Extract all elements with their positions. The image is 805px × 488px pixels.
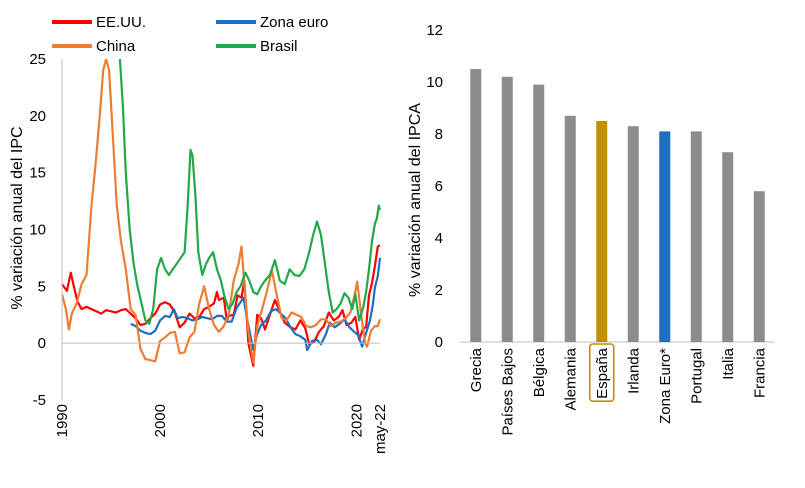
bar-pa-ses-bajos	[501, 76, 513, 343]
series-line-brasil	[118, 59, 382, 325]
legend-label: Brasil	[260, 38, 298, 55]
y-tick-label: 0	[38, 335, 46, 352]
x-tick-label: Portugal	[688, 348, 705, 404]
bar-portugal	[690, 131, 702, 342]
y-tick-label: 8	[435, 126, 443, 143]
x-tick-label: España	[594, 347, 611, 399]
bar-francia	[753, 191, 765, 342]
y-tick-label: 0	[435, 334, 443, 351]
bar-irlanda	[627, 126, 639, 342]
x-tick-label: Irlanda	[625, 347, 642, 394]
x-tick-label: may-22	[372, 404, 389, 454]
bar-italia	[722, 152, 734, 342]
bar-b-lgica	[533, 84, 545, 342]
x-tick-label: Francia	[751, 347, 768, 398]
y-tick-label: 10	[29, 222, 46, 239]
x-tick-label: Zona Euro*	[657, 348, 674, 424]
legend-label: China	[96, 38, 136, 55]
axes: -5 0 5 10 15 20 25 1990 2000 2010 2020 may-22	[29, 51, 389, 454]
x-tick-label: 2020	[348, 404, 365, 437]
legend-label: EE.UU.	[96, 14, 146, 31]
y-tick-label: 12	[426, 22, 443, 39]
bar-chart-ipca: 0 2 4 6 8 10 12 Grecia Países Bajos Bélgica Alema…	[407, 22, 775, 436]
x-tick-label: Bélgica	[531, 347, 548, 397]
y-axis-label: % variación anual del IPCA	[407, 103, 424, 297]
series-line-zona-euro	[130, 257, 382, 352]
x-tick-label: Alemania	[562, 347, 579, 410]
y-tick-label: 20	[29, 108, 46, 125]
y-tick-label: -5	[33, 392, 46, 409]
series-group	[62, 59, 382, 367]
legend-label: Zona euro	[260, 14, 328, 31]
line-chart-ipc: EE.UU. Zona euro China Brasil -5 0 5 10 15 20 25 1…	[9, 14, 389, 454]
y-axis-label: % variación anual del IPC	[9, 126, 26, 309]
bar-zona-euro-	[659, 131, 671, 342]
x-tick-label: 1990	[54, 404, 71, 437]
bar-alemania	[564, 115, 576, 342]
y-tick-label: 6	[435, 178, 443, 195]
x-tick-label: Grecia	[468, 347, 485, 392]
series-line-china	[62, 59, 382, 364]
y-tick-label: 5	[38, 278, 46, 295]
y-tick-label: 2	[435, 282, 443, 299]
x-tick-label: 2000	[152, 404, 169, 437]
x-tick-label: 2010	[250, 404, 267, 437]
y-tick-label: 25	[29, 51, 46, 68]
y-tick-label: 15	[29, 165, 46, 182]
y-tick-label: 10	[426, 74, 443, 91]
x-tick-label: Países Bajos	[499, 348, 516, 436]
bar-grecia	[470, 69, 482, 342]
bars: Grecia Países Bajos Bélgica Alemania España I…	[468, 69, 768, 436]
bar-espa-a	[596, 121, 608, 342]
plot-series	[62, 59, 382, 367]
legend: EE.UU. Zona euro China Brasil	[52, 14, 328, 55]
highlight-box	[588, 343, 615, 403]
x-tick-label: Italia	[720, 347, 737, 379]
y-tick-label: 4	[435, 230, 443, 247]
